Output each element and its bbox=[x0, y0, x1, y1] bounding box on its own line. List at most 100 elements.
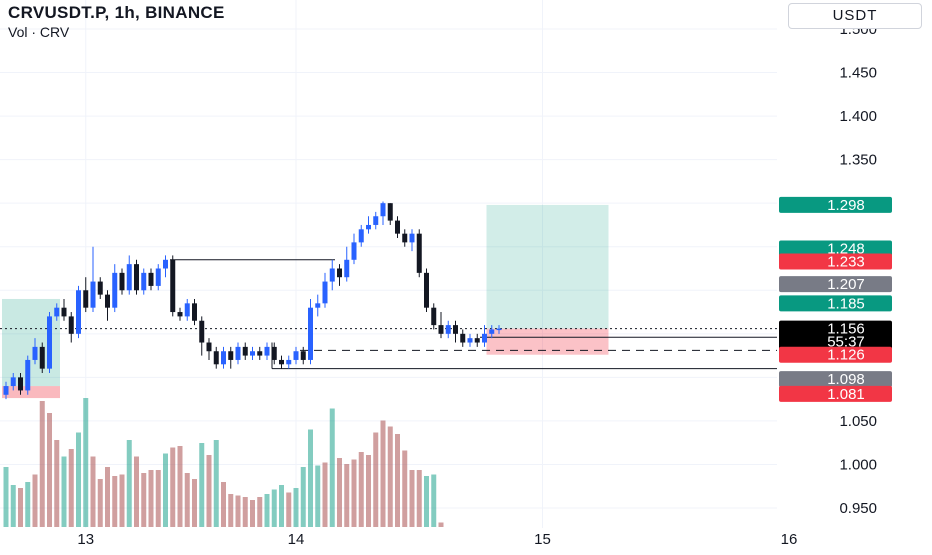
candle-body bbox=[402, 233, 408, 243]
candle-body bbox=[293, 351, 299, 360]
volume-bar bbox=[68, 449, 74, 527]
price-label-badge bbox=[779, 371, 892, 388]
candle-body bbox=[228, 351, 234, 360]
volume-bar bbox=[431, 474, 437, 527]
candle-body bbox=[47, 316, 52, 369]
candle-body bbox=[279, 359, 284, 365]
candle-body bbox=[170, 259, 176, 313]
price-label: 1.185 bbox=[827, 295, 865, 312]
volume-bar bbox=[32, 474, 38, 527]
candle-body bbox=[445, 325, 451, 334]
volume-bar bbox=[373, 432, 379, 527]
candle-body bbox=[286, 359, 292, 365]
chart-header: CRVUSDT.P, 1h, BINANCE Vol · CRV bbox=[8, 3, 225, 40]
volume-bar bbox=[438, 522, 444, 527]
volume-bar bbox=[105, 467, 110, 527]
price-label-badge bbox=[779, 320, 892, 337]
volume-bar bbox=[97, 479, 103, 527]
volume-bar bbox=[337, 458, 342, 527]
volume-bar bbox=[402, 450, 408, 527]
candle-body bbox=[387, 203, 393, 221]
volume-bar bbox=[257, 497, 263, 527]
currency-button[interactable]: USDT bbox=[788, 3, 922, 29]
volume-bar bbox=[351, 459, 357, 527]
candle-body bbox=[474, 338, 480, 343]
price-label: 1.098 bbox=[827, 371, 865, 388]
price-label: 1.126 bbox=[827, 347, 865, 364]
candle-body bbox=[18, 377, 23, 391]
candle-body bbox=[416, 233, 422, 273]
price-label: 55:37 bbox=[827, 334, 865, 351]
candle-body bbox=[155, 268, 161, 286]
candle-body bbox=[119, 272, 125, 291]
volume-bar bbox=[293, 488, 299, 527]
volume-bar bbox=[61, 456, 67, 527]
volume-bar bbox=[141, 473, 147, 527]
candle-body bbox=[242, 346, 248, 356]
candle-body bbox=[25, 359, 31, 391]
volume-bar bbox=[242, 497, 248, 527]
price-tick-label: 1.000 bbox=[839, 456, 877, 473]
volume-bar bbox=[134, 456, 139, 527]
volume-bar bbox=[199, 443, 205, 527]
candle-body bbox=[97, 281, 103, 295]
candle-body bbox=[10, 377, 16, 387]
volume-bar bbox=[380, 420, 386, 527]
candle-body bbox=[221, 351, 226, 365]
candle-body bbox=[453, 325, 458, 334]
time-tick-label: 14 bbox=[288, 531, 305, 548]
time-tick-label: 15 bbox=[534, 531, 551, 548]
candle-body bbox=[482, 333, 487, 343]
volume-bar bbox=[271, 489, 277, 527]
candle-body bbox=[192, 303, 197, 321]
candle-body bbox=[380, 203, 386, 217]
volume-bar bbox=[395, 434, 400, 527]
time-tick-label: 13 bbox=[77, 531, 94, 548]
candle-body bbox=[315, 303, 321, 308]
candle-body bbox=[366, 224, 371, 230]
candle-body bbox=[134, 264, 139, 291]
price-axis[interactable]: 1.5001.4501.4001.3501.0501.0000.9501.298… bbox=[777, 0, 932, 550]
candle-body bbox=[68, 316, 74, 334]
volume-indicator-label[interactable]: Vol · CRV bbox=[8, 24, 70, 40]
candle-body bbox=[329, 268, 335, 282]
price-tick-label: 0.950 bbox=[839, 500, 877, 517]
candle-body bbox=[467, 338, 473, 343]
volume-bar bbox=[39, 401, 45, 527]
price-label-badge bbox=[779, 295, 892, 312]
symbol-title[interactable]: CRVUSDT.P, 1h, BINANCE bbox=[8, 3, 225, 22]
volume-bar bbox=[163, 453, 168, 527]
candle-body bbox=[235, 346, 241, 360]
candle-body bbox=[76, 290, 81, 334]
price-axis-background bbox=[777, 0, 932, 550]
candle-body bbox=[126, 264, 132, 291]
price-tick-label: 1.050 bbox=[839, 413, 877, 430]
volume-bar bbox=[235, 495, 241, 527]
profit-zone bbox=[486, 204, 609, 329]
volume-bar bbox=[264, 494, 270, 527]
candlesticks bbox=[3, 201, 502, 400]
candle-body bbox=[257, 351, 263, 356]
volume-bars bbox=[3, 398, 444, 527]
volume-bar bbox=[184, 473, 190, 527]
candle-body bbox=[61, 307, 67, 317]
volume-bar bbox=[387, 426, 393, 527]
candle-body bbox=[141, 272, 147, 291]
time-tick-label: 16 bbox=[781, 531, 798, 548]
volume-bar bbox=[300, 467, 306, 527]
time-axis[interactable]: 13 14 15 16 bbox=[0, 528, 797, 550]
candle-body bbox=[184, 303, 190, 317]
candle-body bbox=[496, 328, 502, 331]
volume-bar bbox=[308, 429, 313, 527]
candle-body bbox=[3, 386, 9, 395]
volume-bar bbox=[221, 482, 226, 527]
volume-bar bbox=[213, 440, 219, 527]
volume-bar bbox=[409, 470, 415, 527]
candle-body bbox=[351, 242, 357, 260]
candle-body bbox=[163, 259, 168, 269]
volume-bar bbox=[83, 398, 89, 527]
time-axis-background bbox=[0, 528, 777, 550]
volume-bar bbox=[90, 456, 96, 527]
